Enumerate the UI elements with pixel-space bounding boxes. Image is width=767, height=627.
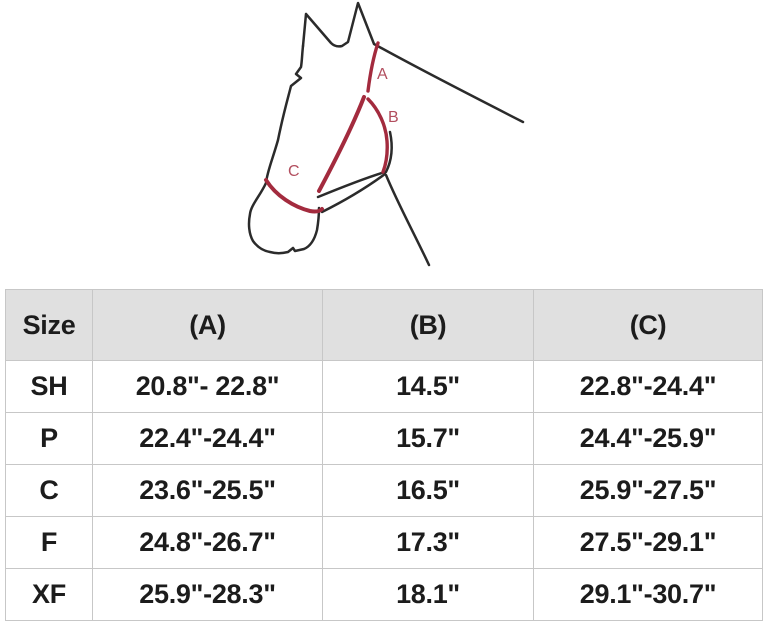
horse-jaw-line-upper bbox=[316, 170, 387, 199]
horse-ears-neck-outline bbox=[301, 1, 525, 124]
measurement-a-cell: 20.8"- 22.8" bbox=[92, 360, 323, 413]
table-header-row: Size (A) (B) (C) bbox=[5, 289, 763, 361]
measurement-c-cell: 27.5"-29.1" bbox=[533, 516, 763, 569]
measurement-a-cell: 22.4"-24.4" bbox=[92, 412, 323, 465]
size-table-body: SH 20.8"- 22.8" 14.5" 22.8"-24.4" P 22.4"-24.… bbox=[5, 360, 763, 621]
col-header-c: (C) bbox=[533, 289, 763, 361]
halter-crownpiece-strap-a bbox=[366, 41, 380, 93]
size-cell: C bbox=[5, 464, 93, 517]
table-row: F 24.8"-26.7" 17.3" 27.5"-29.1" bbox=[5, 516, 763, 569]
measurement-b-cell: 16.5" bbox=[322, 464, 534, 517]
size-cell: SH bbox=[5, 360, 93, 413]
table-row: XF 25.9"-28.3" 18.1" 29.1"-30.7" bbox=[5, 568, 763, 621]
horse-head-svg: A B C bbox=[247, 1, 525, 267]
halter-throatlatch-strap-b bbox=[366, 97, 389, 174]
strap-label-a: A bbox=[377, 66, 388, 83]
measurement-c-cell: 24.4"-25.9" bbox=[533, 412, 763, 465]
horse-jaw-line-lower bbox=[320, 172, 387, 214]
horse-face-outline bbox=[247, 44, 321, 255]
table-row: SH 20.8"- 22.8" 14.5" 22.8"-24.4" bbox=[5, 360, 763, 413]
table-row: C 23.6"-25.5" 16.5" 25.9"-27.5" bbox=[5, 464, 763, 517]
col-header-a: (A) bbox=[92, 289, 323, 361]
size-cell: F bbox=[5, 516, 93, 569]
horse-throat-line bbox=[384, 173, 431, 267]
col-header-b: (B) bbox=[322, 289, 534, 361]
col-header-size: Size bbox=[5, 289, 93, 361]
measurement-a-cell: 23.6"-25.5" bbox=[92, 464, 323, 517]
size-cell: XF bbox=[5, 568, 93, 621]
measurement-c-cell: 22.8"-24.4" bbox=[533, 360, 763, 413]
measurement-a-cell: 24.8"-26.7" bbox=[92, 516, 323, 569]
table-row: P 22.4"-24.4" 15.7" 24.4"-25.9" bbox=[5, 412, 763, 465]
measurement-b-cell: 18.1" bbox=[322, 568, 534, 621]
halter-cheek-strap bbox=[317, 95, 366, 193]
strap-label-b: B bbox=[388, 109, 399, 126]
size-table: Size (A) (B) (C) SH 20.8"- 22.8" 14.5" 22.8… bbox=[5, 289, 763, 621]
strap-label-c: C bbox=[288, 163, 300, 180]
measurement-b-cell: 14.5" bbox=[322, 360, 534, 413]
measurement-c-cell: 25.9"-27.5" bbox=[533, 464, 763, 517]
measurement-b-cell: 15.7" bbox=[322, 412, 534, 465]
measurement-b-cell: 17.3" bbox=[322, 516, 534, 569]
horse-head-diagram: A B C bbox=[0, 0, 767, 289]
size-cell: P bbox=[5, 412, 93, 465]
halter-noseband-strap-c bbox=[264, 178, 324, 214]
horse-cheek-arc bbox=[384, 130, 393, 174]
measurement-a-cell: 25.9"-28.3" bbox=[92, 568, 323, 621]
measurement-c-cell: 29.1"-30.7" bbox=[533, 568, 763, 621]
